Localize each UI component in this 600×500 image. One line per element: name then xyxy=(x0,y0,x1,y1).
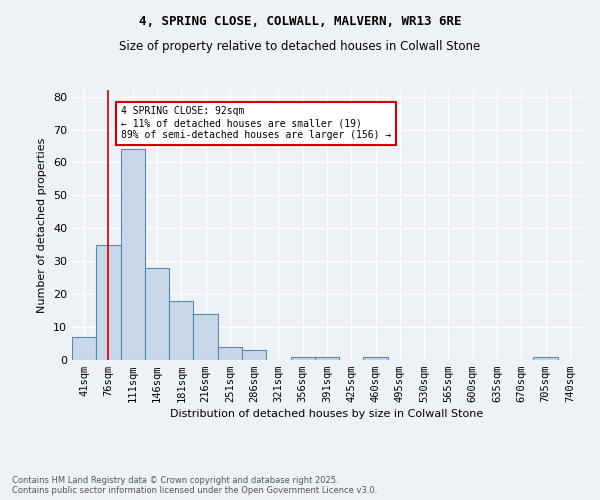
Text: 4 SPRING CLOSE: 92sqm
← 11% of detached houses are smaller (19)
89% of semi-deta: 4 SPRING CLOSE: 92sqm ← 11% of detached … xyxy=(121,106,391,140)
Bar xyxy=(169,300,193,360)
Bar xyxy=(218,347,242,360)
Bar xyxy=(145,268,169,360)
Bar xyxy=(315,356,339,360)
Y-axis label: Number of detached properties: Number of detached properties xyxy=(37,138,47,312)
Text: Size of property relative to detached houses in Colwall Stone: Size of property relative to detached ho… xyxy=(119,40,481,53)
Bar xyxy=(96,245,121,360)
Bar xyxy=(533,356,558,360)
Bar xyxy=(242,350,266,360)
Bar xyxy=(72,337,96,360)
Bar xyxy=(121,150,145,360)
X-axis label: Distribution of detached houses by size in Colwall Stone: Distribution of detached houses by size … xyxy=(170,410,484,420)
Bar xyxy=(193,314,218,360)
Bar xyxy=(290,356,315,360)
Bar xyxy=(364,356,388,360)
Text: Contains HM Land Registry data © Crown copyright and database right 2025.
Contai: Contains HM Land Registry data © Crown c… xyxy=(12,476,377,495)
Text: 4, SPRING CLOSE, COLWALL, MALVERN, WR13 6RE: 4, SPRING CLOSE, COLWALL, MALVERN, WR13 … xyxy=(139,15,461,28)
